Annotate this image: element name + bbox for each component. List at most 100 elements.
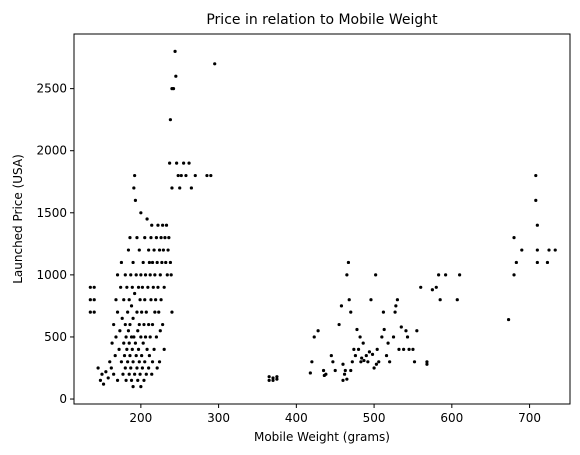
- data-point: [142, 342, 145, 345]
- data-point: [439, 298, 442, 301]
- data-point: [107, 376, 110, 379]
- data-point: [153, 311, 156, 314]
- data-point: [178, 186, 181, 189]
- data-point: [152, 348, 155, 351]
- data-point: [404, 329, 407, 332]
- data-point: [360, 356, 363, 359]
- data-point: [365, 354, 368, 357]
- data-point: [159, 298, 162, 301]
- data-point: [148, 354, 151, 357]
- data-point: [118, 329, 121, 332]
- data-point: [89, 298, 92, 301]
- data-point: [100, 373, 103, 376]
- data-point: [415, 329, 418, 332]
- data-point: [129, 273, 132, 276]
- data-point: [145, 217, 148, 220]
- data-point: [150, 373, 153, 376]
- data-point: [159, 329, 162, 332]
- data-point: [385, 354, 388, 357]
- data-point: [149, 273, 152, 276]
- data-point: [536, 224, 539, 227]
- data-point: [362, 342, 365, 345]
- data-point: [112, 323, 115, 326]
- data-point: [136, 329, 139, 332]
- data-point: [394, 304, 397, 307]
- x-tick-label: 400: [285, 411, 308, 425]
- data-point: [116, 311, 119, 314]
- data-point: [134, 199, 137, 202]
- data-point: [347, 261, 350, 264]
- data-point: [340, 304, 343, 307]
- data-point: [456, 298, 459, 301]
- data-point: [142, 261, 145, 264]
- data-point: [354, 354, 357, 357]
- data-point: [126, 311, 129, 314]
- data-point: [138, 360, 141, 363]
- data-point: [413, 360, 416, 363]
- data-point: [152, 286, 155, 289]
- data-point: [515, 261, 518, 264]
- data-point: [388, 360, 391, 363]
- data-point: [345, 378, 348, 381]
- data-point: [334, 369, 337, 372]
- data-point: [137, 286, 140, 289]
- data-point: [104, 370, 107, 373]
- data-point: [145, 311, 148, 314]
- data-point: [406, 335, 409, 338]
- data-point: [162, 248, 165, 251]
- data-point: [116, 379, 119, 382]
- data-point: [431, 288, 434, 291]
- data-point: [536, 248, 539, 251]
- data-point: [122, 298, 125, 301]
- data-point: [324, 373, 327, 376]
- data-point: [371, 353, 374, 356]
- data-point: [161, 323, 164, 326]
- data-point: [156, 286, 159, 289]
- data-point: [121, 317, 124, 320]
- data-point: [534, 199, 537, 202]
- data-point: [143, 236, 146, 239]
- data-point: [156, 261, 159, 264]
- data-point: [151, 360, 154, 363]
- y-tick-label: 2000: [36, 144, 67, 158]
- data-point: [170, 273, 173, 276]
- data-point: [383, 328, 386, 331]
- data-point: [124, 366, 127, 369]
- data-point: [131, 317, 134, 320]
- data-point: [209, 174, 212, 177]
- data-point: [184, 174, 187, 177]
- data-point: [411, 348, 414, 351]
- data-point: [173, 50, 176, 53]
- data-point: [165, 224, 168, 227]
- data-point: [144, 335, 147, 338]
- data-point: [275, 378, 278, 381]
- data-point: [135, 354, 138, 357]
- x-tick-label: 300: [207, 411, 230, 425]
- data-point: [147, 323, 150, 326]
- data-point: [133, 174, 136, 177]
- data-point: [120, 360, 123, 363]
- data-point: [89, 286, 92, 289]
- data-point: [93, 286, 96, 289]
- data-point: [108, 360, 111, 363]
- data-point: [164, 261, 167, 264]
- data-point: [139, 211, 142, 214]
- data-point: [150, 224, 153, 227]
- data-point: [396, 298, 399, 301]
- data-point: [425, 360, 428, 363]
- data-point: [351, 360, 354, 363]
- x-tick-label: 600: [440, 411, 463, 425]
- data-point: [119, 286, 122, 289]
- data-point: [128, 354, 131, 357]
- data-point: [89, 311, 92, 314]
- x-tick-label: 500: [363, 411, 386, 425]
- data-point: [507, 318, 510, 321]
- x-axis-label: Mobile Weight (grams): [254, 430, 390, 444]
- data-point: [139, 273, 142, 276]
- data-point: [435, 286, 438, 289]
- data-point: [392, 335, 395, 338]
- data-point: [131, 286, 134, 289]
- data-point: [128, 373, 131, 376]
- data-point: [366, 360, 369, 363]
- data-point: [114, 298, 117, 301]
